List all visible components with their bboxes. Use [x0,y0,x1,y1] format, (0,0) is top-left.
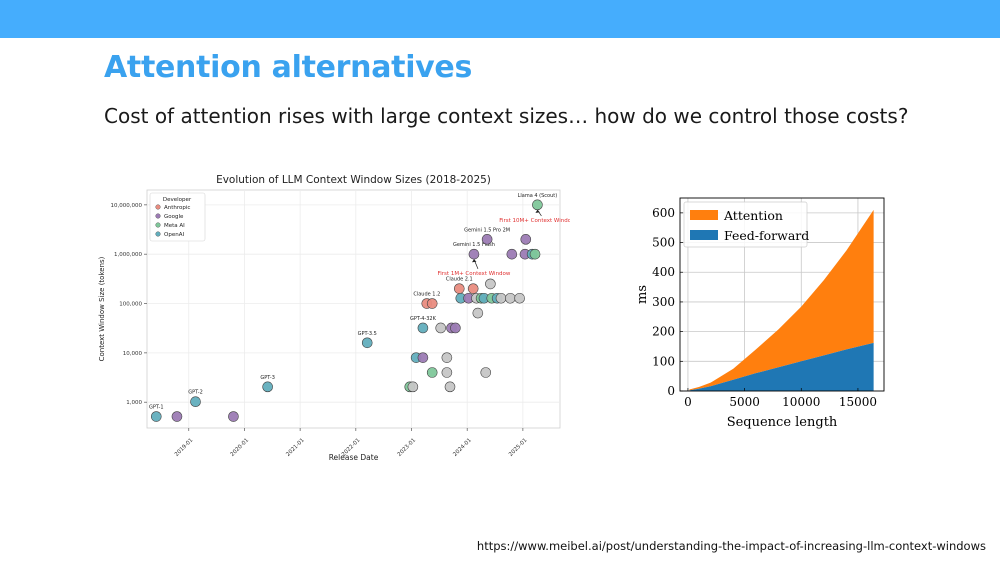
data-point [472,307,484,319]
legend-label: Google [164,214,184,220]
data-point [150,411,162,422]
area-legend-label: Attention [723,208,783,223]
data-point [171,411,183,422]
data-point [441,352,453,363]
legend-marker [155,204,161,210]
area-legend-label: Feed-forward [724,228,809,243]
area-legend-swatch [690,210,718,220]
annotation-arrowhead [535,209,540,213]
data-point [426,298,438,309]
data-point [520,234,532,245]
area-plot-frame [679,197,885,392]
data-point [441,367,453,378]
area-y-tick-label: 200 [652,325,675,339]
legend-label: Meta AI [164,223,185,229]
data-point [481,234,493,245]
area-y-tick-label: 500 [652,236,675,250]
data-point [435,322,447,334]
x-axis-label: Release Date [329,453,379,462]
legend-marker [155,213,161,219]
data-point [505,292,516,304]
legend-label: OpenAI [164,232,184,238]
data-point [361,337,373,349]
x-tick-label: 2025-01 [508,437,528,457]
legend-marker [155,222,161,228]
y-tick-label: 1,000 [126,400,142,406]
point-label: GPT-2 [188,390,202,396]
data-point [532,199,543,211]
data-point [514,292,525,304]
chart-title: Evolution of LLM Context Window Sizes (2… [216,174,491,186]
attention-cost-area-chart: 0 5000 10000 15000 0 100 200 300 400 500 600 Sequen… [635,197,885,430]
data-point [450,322,461,334]
attention-area [689,209,874,391]
x-tick-label: 2020-01 [230,437,250,457]
annotation-label: First 10M+ Context Window [499,218,570,224]
data-point [453,283,465,294]
area-y-axis-label: ms [635,285,650,304]
legend-box [149,192,206,242]
legend-marker [155,231,161,237]
data-point [407,381,419,393]
data-point [485,278,496,290]
area-x-tick-label: 15000 [839,395,877,409]
point-label: Gemini 1.5 Pro 2M [464,227,510,233]
data-point [262,381,273,393]
data-point [417,352,429,363]
point-label: Claude 2.1 [446,277,473,283]
context-window-scatter-chart: 2019-01 2020-01 2021-01 2022-01 2023-01 2024-… [98,174,570,462]
point-label: Claude 1.2 [413,292,440,298]
y-tick-label: 10,000,000 [111,203,143,209]
area-y-tick-label: 0 [667,384,675,398]
area-y-tick-label: 300 [652,295,675,309]
point-label: Gemini 1.5 Flash [453,242,495,248]
point-label: Llama 4 (Scout) [518,193,558,199]
x-tick-label: 2021-01 [285,437,305,457]
data-point [426,367,438,378]
data-point [467,283,479,294]
x-tick-label: 2024-01 [452,437,472,457]
area-y-tick-label: 600 [652,206,675,220]
data-point [468,248,480,260]
point-label: GPT-1 [149,405,163,411]
y-tick-label: 10,000 [123,351,143,357]
y-tick-label: 1,000,000 [114,252,142,258]
feed-forward-area [689,342,874,391]
area-legend: Attention Feed-forward [683,201,809,248]
header-bar [0,0,1000,38]
data-point [228,411,239,422]
area-x-tick-label: 10000 [782,395,820,409]
data-point [444,381,456,393]
source-link[interactable]: https://www.meibel.ai/post/understanding… [476,539,986,553]
legend-label: Anthropic [164,205,190,211]
legend-title: Developer [163,197,192,203]
x-tick-label: 2019-01 [174,437,194,457]
legend: Developer Anthropic Google Meta AI OpenAI [149,192,206,242]
area-x-tick-label: 0 [684,395,692,409]
point-label: GPT-3.5 [358,331,377,337]
area-y-tick-label: 100 [652,354,675,368]
slide-title: Attention alternatives [104,50,473,85]
area-legend-swatch [690,230,718,240]
point-label: GPT-4-32K [410,316,437,322]
point-label: GPT-3 [260,375,274,381]
data-point [190,396,201,407]
slide-subtitle: Cost of attention rises with large conte… [104,104,909,128]
data-point [417,322,429,334]
y-axis-label: Context Window Size (tokens) [98,256,106,361]
area-x-tick-label: 5000 [729,395,760,409]
data-point [495,292,507,304]
area-y-tick-label: 400 [652,265,675,279]
data-point [529,248,541,260]
y-tick-label: 100,000 [119,302,142,308]
data-point [480,367,492,378]
data-point [506,248,518,260]
area-x-axis-label: Sequence length [727,415,838,430]
x-tick-label: 2023-01 [397,437,417,457]
annotation-arrowhead [471,259,477,263]
plot-area [146,189,561,429]
annotation-label: First 1M+ Context Window [438,271,511,277]
